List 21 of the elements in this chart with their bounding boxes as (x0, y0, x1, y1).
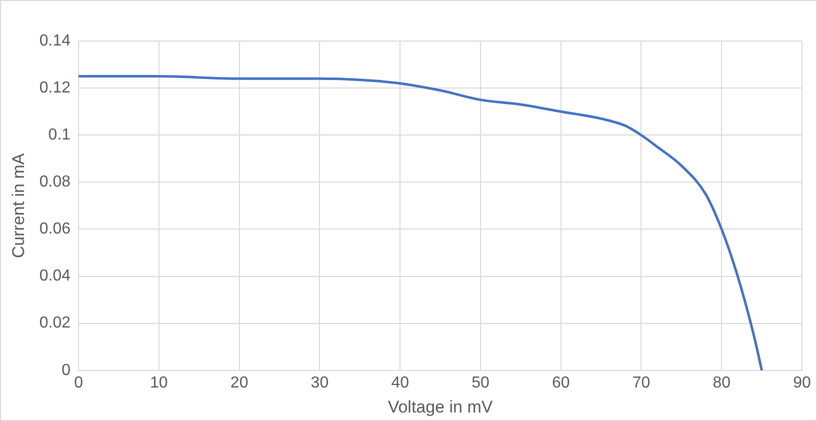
line-series (78, 75, 764, 370)
x-tick-label: 50 (472, 374, 490, 392)
x-tick-label: 30 (310, 374, 329, 392)
x-axis-title: Voltage in mV (388, 397, 494, 416)
y-tick-label: 0.1 (48, 126, 71, 144)
x-tick-label: 80 (712, 374, 731, 392)
y-tick-label: 0.02 (39, 314, 71, 332)
x-tick-label: 70 (632, 374, 650, 392)
y-tick-label: 0 (62, 362, 71, 379)
y-tick-label: 0.04 (39, 268, 71, 285)
y-axis-title: Current in mA (8, 152, 28, 258)
y-tick-label: 0.06 (39, 220, 71, 238)
y-tick-label: 0.12 (39, 79, 71, 96)
x-tick-label: 20 (230, 374, 248, 392)
y-tick-label: 0.08 (39, 174, 71, 191)
x-tick-label: 0 (74, 374, 84, 392)
x-tick-label: 60 (552, 374, 570, 392)
x-tick-label: 90 (793, 374, 811, 392)
x-tick-label: 10 (150, 374, 168, 392)
x-tick-label: 40 (391, 374, 410, 392)
y-tick-label: 0.14 (39, 32, 71, 50)
